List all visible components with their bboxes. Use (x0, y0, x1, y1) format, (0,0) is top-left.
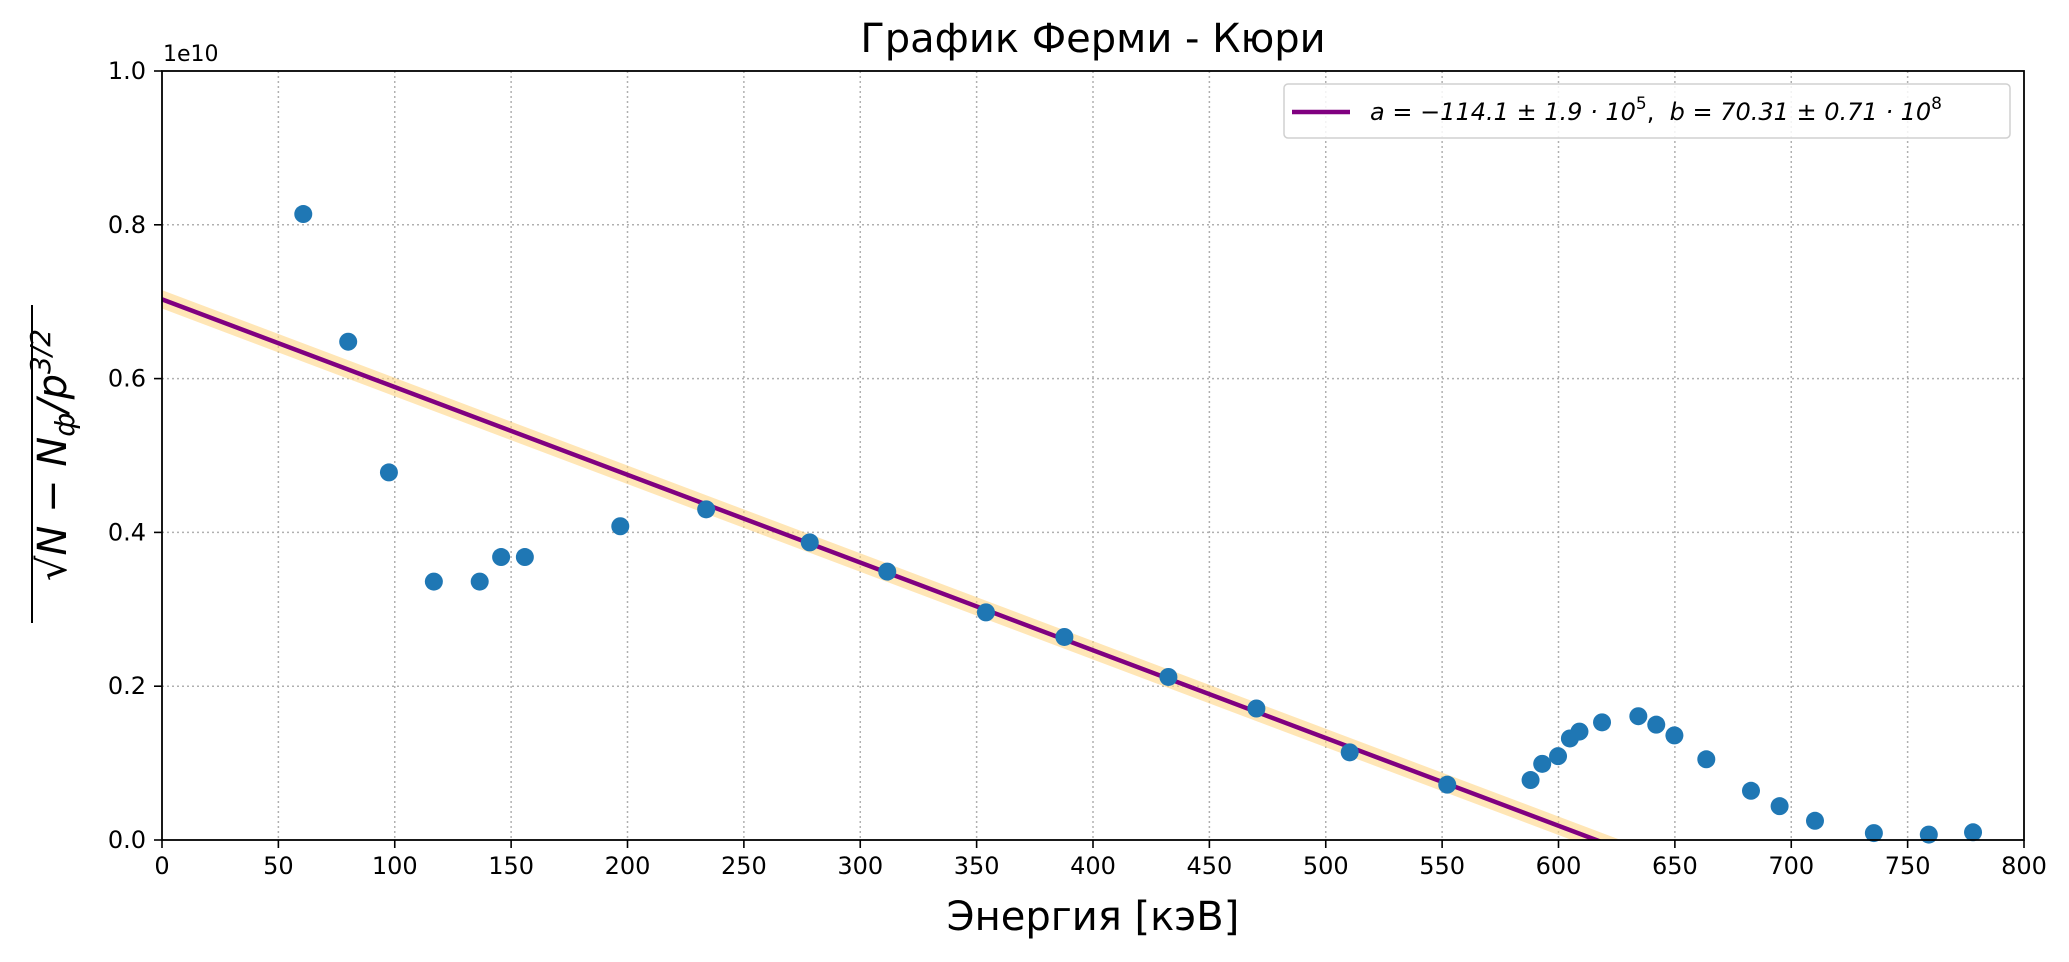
y-label-subscript: ф (48, 413, 81, 437)
x-tick-label: 750 (1885, 852, 1931, 880)
y-tick-label: 0.4 (108, 518, 146, 546)
data-point (1549, 747, 1568, 766)
data-points (294, 205, 1983, 844)
svg-text:√N − Nф/p3/2: √N − Nф/p3/2 (24, 329, 81, 581)
data-point (294, 205, 313, 224)
x-tick-label: 650 (1652, 852, 1698, 880)
data-point (379, 463, 398, 482)
data-point (1533, 754, 1552, 773)
data-point (1521, 771, 1540, 790)
data-point (515, 548, 534, 567)
data-point (1741, 781, 1760, 800)
data-point (1159, 667, 1178, 686)
y-label-body: N − N (30, 437, 76, 556)
data-point (339, 332, 358, 351)
x-tick-label: 150 (488, 852, 534, 880)
legend-a-text: a = −114.1 ± 1.9 · 10 (1370, 98, 1636, 126)
data-point (1805, 811, 1824, 830)
x-axis-ticks: 0 50 100 150 200 250 300 350 400 450 500 550 600 650 7… (154, 840, 2047, 880)
data-point (1340, 743, 1359, 762)
data-point (1247, 699, 1266, 718)
data-point (492, 548, 511, 567)
x-tick-label: 600 (1536, 852, 1582, 880)
x-tick-label: 550 (1419, 852, 1465, 880)
data-point (697, 500, 716, 519)
legend-b-text: b = 70.31 ± 0.71 · 10 (1670, 98, 1932, 126)
y-label-superscript: 3/2 (24, 329, 57, 374)
grid (162, 71, 2024, 840)
x-tick-label: 300 (837, 852, 883, 880)
x-tick-label: 400 (1070, 852, 1116, 880)
data-point (1964, 823, 1983, 842)
data-point (1770, 797, 1789, 816)
y-axis-label: √N − Nф/p3/2 (24, 305, 81, 623)
data-point (1665, 726, 1684, 745)
y-tick-label: 0.6 (108, 365, 146, 393)
x-tick-label: 0 (154, 852, 169, 880)
x-tick-label: 200 (605, 852, 651, 880)
data-point (424, 572, 443, 591)
data-point (976, 603, 995, 622)
y-tick-label: 1.0 (108, 57, 146, 85)
y-tick-label: 0.8 (108, 211, 146, 239)
data-point (1629, 707, 1648, 726)
x-tick-label: 450 (1186, 852, 1232, 880)
data-point (1647, 715, 1666, 734)
data-point (1055, 627, 1074, 646)
legend-a-exp: 5 (1636, 94, 1647, 114)
data-point (1438, 775, 1457, 794)
x-tick-label: 250 (721, 852, 767, 880)
data-point (878, 562, 897, 581)
legend-separator: , (1647, 98, 1670, 126)
data-point (1593, 713, 1612, 732)
y-tick-label: 0.0 (108, 826, 146, 854)
legend: a = −114.1 ± 1.9 · 105, b = 70.31 ± 0.71… (1283, 83, 2011, 139)
data-point (800, 533, 819, 552)
y-axis-multiplier: 1e10 (163, 42, 219, 67)
svg-text:a = −114.1 ± 1.9 · 105, b = 7: a = −114.1 ± 1.9 · 105, b = 70.31 ± 0.71… (1370, 94, 1942, 126)
data-point (1570, 722, 1589, 741)
x-tick-label: 800 (2001, 852, 2047, 880)
x-tick-label: 500 (1303, 852, 1349, 880)
data-point (1697, 750, 1716, 769)
x-tick-label: 50 (263, 852, 294, 880)
y-label-slash: /p (30, 374, 76, 416)
x-tick-label: 350 (954, 852, 1000, 880)
y-label-root: √ (30, 555, 76, 581)
data-point (1864, 824, 1883, 843)
y-tick-label: 0.2 (108, 672, 146, 700)
legend-b-exp: 8 (1931, 94, 1942, 114)
data-point (470, 572, 489, 591)
chart-title: График Ферми - Кюри (860, 16, 1325, 62)
data-point (611, 517, 630, 536)
x-axis-label: Энергия [кэВ] (947, 894, 1240, 940)
x-tick-label: 700 (1768, 852, 1814, 880)
y-axis-ticks: 0.0 0.2 0.4 0.6 0.8 1.0 (108, 57, 162, 854)
x-tick-label: 100 (372, 852, 418, 880)
legend-box (1283, 83, 2011, 139)
data-point (1919, 825, 1938, 844)
